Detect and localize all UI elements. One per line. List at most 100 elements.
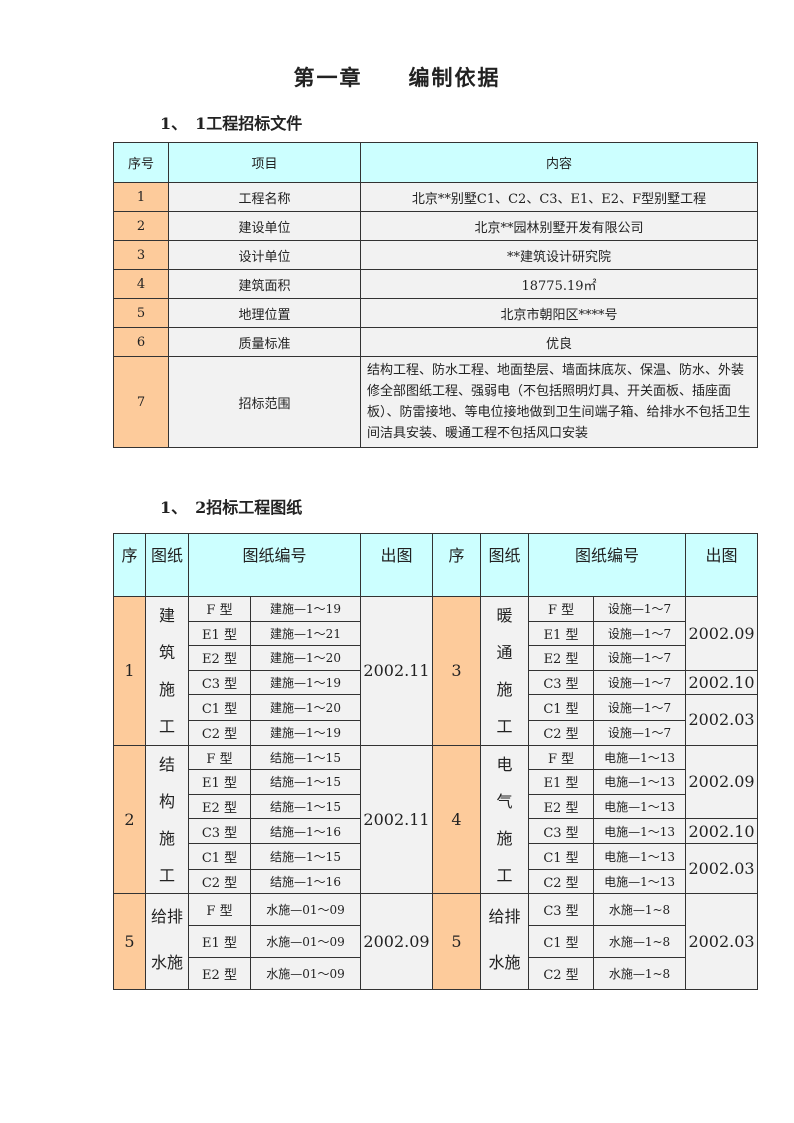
header-no: 序号 <box>113 142 169 183</box>
table-row: C3 型结施—1～16 C3 型电施—1～13 2002.10 <box>114 818 759 844</box>
drawing-code: 水施—1~8 <box>593 925 687 959</box>
drawing-type: C1 型 <box>528 842 595 870</box>
drawing-type: C3 型 <box>188 818 251 844</box>
row-item: 质量标准 <box>168 327 361 357</box>
row-number: 4 <box>113 269 169 299</box>
drawing-code: 电施—1～13 <box>593 793 687 820</box>
table-header-row: 序图纸 图纸编号 出图序图纸 图纸编号 出图 <box>113 533 759 597</box>
drawing-type: C2 型 <box>528 868 595 895</box>
drawing-type: C2 型 <box>528 957 595 990</box>
drawing-category: 结构施工 <box>145 744 189 895</box>
drawing-type: F 型 <box>188 596 251 622</box>
table-row: E2 型水施—01～09 C2 型水施—1~8 <box>114 957 758 990</box>
issue-date: 2002.09 <box>685 596 759 671</box>
drawing-code: 建施—1～20 <box>249 694 362 721</box>
drawing-type: C1 型 <box>528 694 595 721</box>
issue-date: 2002.09 <box>360 893 434 990</box>
header-cell: 图纸 <box>480 533 530 597</box>
issue-date: 2002.11 <box>360 744 434 895</box>
drawing-type: E2 型 <box>188 793 251 820</box>
header-content: 内容 <box>360 142 758 183</box>
table-row: 5 地理位置 北京市朝阳区****号 <box>113 298 758 328</box>
row-number: 2 <box>113 211 169 241</box>
tender-document-table: 序号 项目 内容 1 工程名称 北京**别墅C1、C2、C3、E1、E2、F型别墅工… <box>113 142 758 448</box>
drawing-code: 设施—1～7 <box>593 620 687 647</box>
drawing-group-number: 5 <box>113 893 146 990</box>
drawing-code: 设施—1～7 <box>593 669 687 696</box>
drawing-code: 结施—1～15 <box>249 769 362 795</box>
drawing-type: E2 型 <box>528 793 595 820</box>
drawing-type: E2 型 <box>528 645 595 671</box>
section-heading-1: 1、 1工程招标文件 <box>160 114 303 133</box>
table-row: C1 型建施—1～20 C1 型设施—1～7 2002.03 <box>114 694 759 746</box>
row-item: 招标范围 <box>168 356 361 448</box>
drawing-type: C1 型 <box>528 925 595 959</box>
table-row: E1 型结施—1～15 E1 型电施—1～13 <box>114 769 758 795</box>
table-row: C2 型建施—1～19 C2 型设施—1～7 <box>114 720 758 746</box>
drawing-type: F 型 <box>528 744 595 771</box>
table-row: 2 建设单位 北京**园林别墅开发有限公司 <box>113 211 758 241</box>
header-item: 项目 <box>168 142 361 183</box>
header-cell: 出图 <box>360 533 434 597</box>
header-cell: 序 <box>113 533 146 597</box>
drawing-type: F 型 <box>528 596 595 622</box>
issue-date: 2002.03 <box>685 694 759 746</box>
table-row: 4 建筑面积 18775.19㎡ <box>113 269 758 299</box>
row-number: 6 <box>113 327 169 357</box>
drawing-type: F 型 <box>188 893 251 927</box>
section-heading-2: 1、 2招标工程图纸 <box>160 498 303 517</box>
table-row: C1 型结施—1～15 C1 型电施—1～13 2002.03 <box>114 842 759 895</box>
drawing-category: 给排水施工 <box>480 893 530 990</box>
row-content: 优良 <box>360 327 758 357</box>
chapter-title: 第一章 编制依据 <box>293 65 501 90</box>
drawing-code: 结施—1～16 <box>249 868 362 895</box>
table-row: 3 设计单位 **建筑设计研究院 <box>113 240 758 270</box>
drawing-category-label: 给排水施工 <box>150 907 183 973</box>
drawing-code: 结施—1～15 <box>249 842 362 870</box>
row-item: 工程名称 <box>168 182 361 212</box>
table-row: 7 招标范围 结构工程、防水工程、地面垫层、墙面抹底灰、保温、防水、外装修全部图纸工… <box>113 356 758 448</box>
row-content: 北京市朝阳区****号 <box>360 298 758 328</box>
issue-date: 2002.03 <box>685 893 759 990</box>
drawing-code: 电施—1～13 <box>593 818 687 844</box>
drawing-category-label: 给排水施工 <box>488 907 521 973</box>
row-content: 18775.19㎡ <box>360 269 758 299</box>
table-row: C3 型建施—1～19 C3 型设施—1～7 2002.10 <box>114 669 759 696</box>
drawings-table: 序图纸 图纸编号 出图序图纸 图纸编号 出图 1 建筑施工 F 型建施—1～19 2002.1… <box>113 533 759 990</box>
drawing-type: C2 型 <box>528 720 595 746</box>
table-row: 1 工程名称 北京**别墅C1、C2、C3、E1、E2、F型别墅工程 <box>113 182 758 212</box>
header-cell: 图纸编号 <box>187 533 362 597</box>
table-header-row: 序号 项目 内容 <box>113 142 758 183</box>
drawing-code: 水施—01～09 <box>249 925 362 959</box>
drawing-code: 建施—1～21 <box>249 620 362 647</box>
drawing-category: 给排水施工 <box>145 893 189 990</box>
header-cell: 图纸编号 <box>528 533 687 597</box>
drawing-category: 建筑施工 <box>145 596 189 746</box>
row-item: 建筑面积 <box>168 269 361 299</box>
row-number: 5 <box>113 298 169 328</box>
drawing-group-number: 5 <box>432 893 482 990</box>
drawing-category-label: 电气施工 <box>496 754 513 885</box>
drawing-type: E2 型 <box>188 957 251 990</box>
drawing-code: 水施—1~8 <box>593 893 687 927</box>
table-row: 6 质量标准 优良 <box>113 327 758 357</box>
drawing-code: 结施—1～16 <box>249 818 362 844</box>
drawing-code: 建施—1～19 <box>249 720 362 746</box>
row-content: 北京**园林别墅开发有限公司 <box>360 211 758 241</box>
drawing-type: E1 型 <box>188 769 251 795</box>
table-row: E1 型水施—01～09 C1 型水施—1~8 <box>114 925 758 959</box>
row-content: 北京**别墅C1、C2、C3、E1、E2、F型别墅工程 <box>360 182 758 212</box>
issue-date: 2002.09 <box>685 744 759 820</box>
drawing-type: C2 型 <box>188 720 251 746</box>
issue-date: 2002.03 <box>685 842 759 895</box>
drawing-code: 设施—1～7 <box>593 596 687 622</box>
drawing-code: 建施—1～19 <box>249 669 362 696</box>
header-cell: 图纸 <box>145 533 189 597</box>
row-content: **建筑设计研究院 <box>360 240 758 270</box>
drawing-type: E1 型 <box>528 620 595 647</box>
drawing-category: 电气施工 <box>480 744 530 895</box>
drawing-code: 水施—01～09 <box>249 893 362 927</box>
issue-date: 2002.10 <box>685 669 759 696</box>
drawing-type: C3 型 <box>188 669 251 696</box>
drawing-code: 电施—1～13 <box>593 769 687 795</box>
